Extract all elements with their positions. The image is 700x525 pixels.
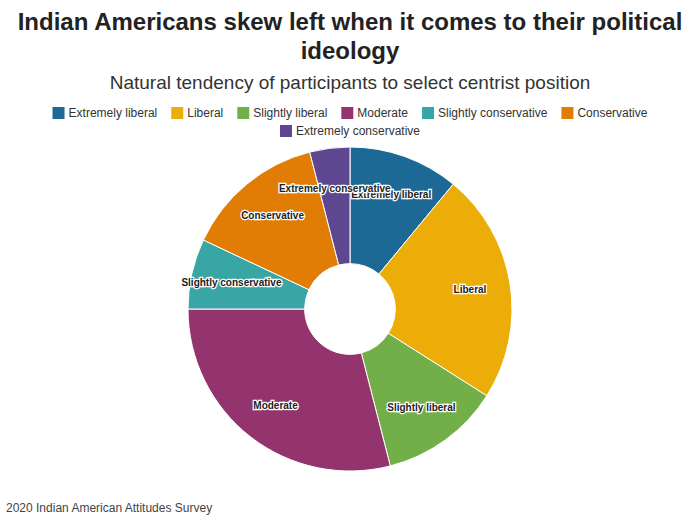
legend-swatch bbox=[341, 107, 353, 119]
title-line: ideology bbox=[301, 37, 400, 64]
legend-swatch bbox=[237, 107, 249, 119]
slice-label: Conservative bbox=[241, 210, 304, 221]
plot bbox=[188, 147, 512, 471]
legend-item: Extremely liberal bbox=[53, 106, 158, 120]
slice-label: Moderate bbox=[253, 400, 298, 411]
legend-item: Moderate bbox=[341, 106, 408, 120]
slice-label: Liberal bbox=[454, 284, 487, 295]
slice-label: Slightly conservative bbox=[181, 277, 281, 288]
legend-swatch bbox=[280, 125, 292, 137]
legend-label: Slightly conservative bbox=[438, 106, 548, 120]
legend-label: Conservative bbox=[577, 106, 647, 120]
subtitle: Natural tendency of participants to sele… bbox=[110, 72, 591, 93]
legend-item: Conservative bbox=[561, 106, 647, 120]
legend-item: Extremely conservative bbox=[280, 124, 420, 138]
slice bbox=[188, 309, 390, 471]
title-line: Indian Americans skew left when it comes… bbox=[18, 8, 683, 35]
legend-label: Extremely liberal bbox=[69, 106, 158, 120]
legend-swatch bbox=[422, 107, 434, 119]
title: Indian Americans skew left when it comes… bbox=[18, 8, 683, 64]
chart: Indian Americans skew left when it comes… bbox=[0, 0, 700, 525]
source: 2020 Indian American Attitudes Survey bbox=[6, 501, 212, 515]
legend-item: Slightly conservative bbox=[422, 106, 548, 120]
legend-label: Extremely conservative bbox=[296, 124, 420, 138]
legend-swatch bbox=[171, 107, 183, 119]
slice-label: Slightly liberal bbox=[387, 402, 456, 413]
legend-label: Slightly liberal bbox=[253, 106, 327, 120]
slice-labels: Extremely liberalLiberalSlightly liberal… bbox=[181, 183, 486, 413]
slice-label: Extremely conservative bbox=[279, 183, 391, 194]
legend-label: Moderate bbox=[357, 106, 408, 120]
legend-item: Slightly liberal bbox=[237, 106, 327, 120]
legend-swatch bbox=[53, 107, 65, 119]
legend: Extremely liberal Liberal Slightly liberal… bbox=[53, 106, 648, 138]
legend-swatch bbox=[561, 107, 573, 119]
legend-item: Liberal bbox=[171, 106, 223, 120]
legend-label: Liberal bbox=[187, 106, 223, 120]
slice bbox=[310, 147, 350, 265]
